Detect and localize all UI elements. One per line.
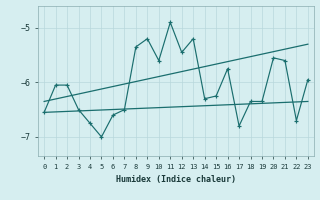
X-axis label: Humidex (Indice chaleur): Humidex (Indice chaleur) (116, 175, 236, 184)
